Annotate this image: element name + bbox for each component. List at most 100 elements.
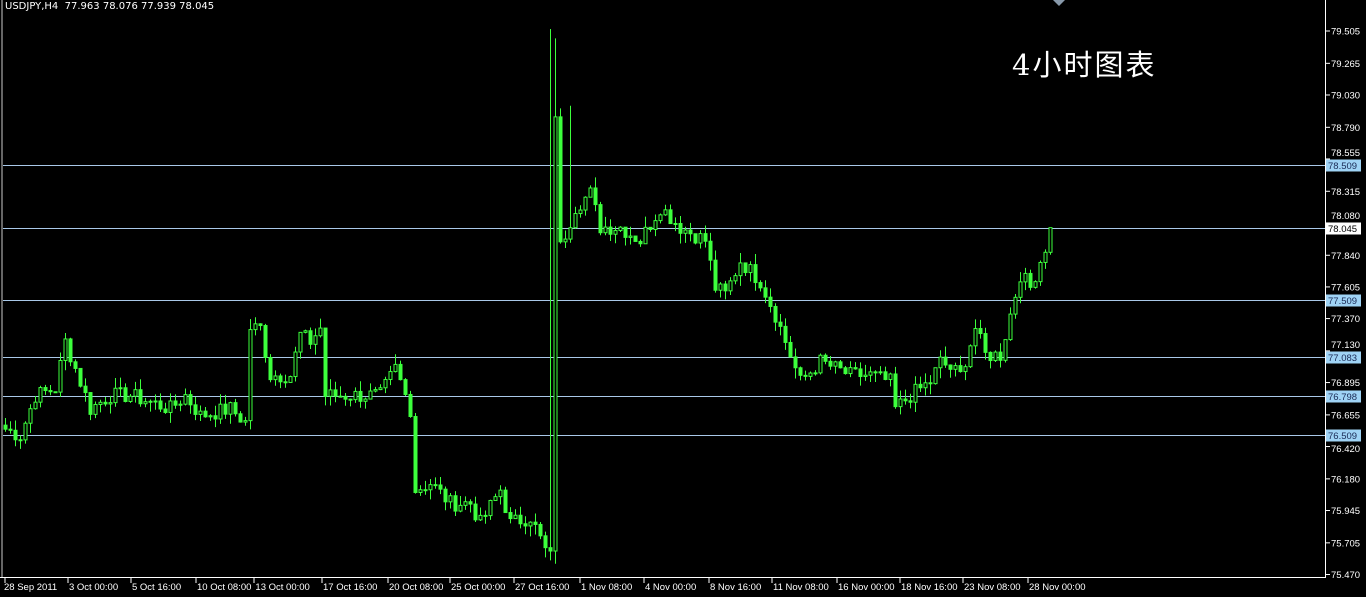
candle-body xyxy=(633,235,638,242)
candle-body xyxy=(738,262,743,277)
candle-body xyxy=(113,387,118,404)
candle-body xyxy=(903,398,908,402)
candle-body xyxy=(938,356,943,369)
candle-body xyxy=(8,428,13,431)
candle-body xyxy=(448,495,453,503)
candle-body xyxy=(908,400,913,403)
candle-body xyxy=(83,385,88,394)
candle-body xyxy=(303,330,308,333)
candle-body xyxy=(248,329,253,422)
x-tick-label: 8 Nov 16:00 xyxy=(710,582,761,593)
candle-body xyxy=(543,535,548,549)
candle-body xyxy=(253,323,258,331)
candle-body xyxy=(438,484,443,490)
candle-body xyxy=(663,209,668,216)
candle-body xyxy=(853,367,858,370)
candle-body xyxy=(63,338,68,362)
candle-body xyxy=(598,204,603,234)
candle-body xyxy=(473,503,478,521)
x-tick-label: 18 Nov 16:00 xyxy=(901,582,958,593)
candle-body xyxy=(458,504,463,512)
candle-body xyxy=(508,512,513,520)
candle-body xyxy=(283,381,288,384)
candle-body xyxy=(43,387,48,392)
candle-body xyxy=(743,262,748,274)
candle-body xyxy=(58,360,63,393)
candle-body xyxy=(378,387,383,391)
candle-body xyxy=(533,521,538,525)
candle-body xyxy=(613,230,618,235)
candle-body xyxy=(463,501,468,506)
candle-body xyxy=(143,401,148,405)
x-tick-label: 5 Oct 16:00 xyxy=(132,582,181,593)
candle-body xyxy=(803,374,808,377)
candle-body xyxy=(623,226,628,238)
x-tick-label: 23 Nov 08:00 xyxy=(964,582,1021,593)
candle-body xyxy=(968,345,973,368)
candle-body xyxy=(528,521,533,527)
candle-body xyxy=(128,395,133,402)
candle-body xyxy=(873,371,878,374)
candle-body xyxy=(898,398,903,408)
candle-body xyxy=(1018,281,1023,298)
y-tick-label: 75.945 xyxy=(1331,506,1360,517)
candle-body xyxy=(758,282,763,289)
candle-body xyxy=(498,489,503,498)
level-label: 77.509 xyxy=(1328,296,1357,307)
candle-body xyxy=(133,389,138,397)
candle-body xyxy=(313,335,318,345)
candle-body xyxy=(333,389,338,397)
candle-body xyxy=(588,187,593,198)
candle-body xyxy=(698,233,703,244)
horizontal-levels xyxy=(3,165,1326,436)
candle-body xyxy=(838,361,843,369)
x-tick-label: 3 Oct 00:00 xyxy=(69,582,118,593)
candle-body xyxy=(158,400,163,410)
x-tick-label: 11 Nov 08:00 xyxy=(773,582,829,593)
scroll-marker-icon[interactable] xyxy=(1053,0,1065,6)
candle-body xyxy=(1043,251,1048,263)
candle-body xyxy=(1038,261,1043,283)
level-label: 77.083 xyxy=(1328,353,1357,364)
candle-body xyxy=(288,376,293,383)
y-tick-label: 78.080 xyxy=(1331,211,1360,222)
candle-body xyxy=(518,514,523,525)
candle-body xyxy=(863,374,868,378)
level-label-bg xyxy=(1326,159,1361,172)
candle-body xyxy=(513,514,518,520)
candle-body xyxy=(848,367,853,375)
candle-body xyxy=(238,413,243,423)
candle-body xyxy=(683,229,688,234)
candle-body xyxy=(808,372,813,377)
candle-body xyxy=(773,305,778,323)
candle-body xyxy=(918,383,923,389)
candle-body xyxy=(493,496,498,501)
candle-body xyxy=(278,375,283,383)
candle-body xyxy=(268,356,273,381)
candle-body xyxy=(923,382,928,389)
candle-body xyxy=(993,351,998,362)
candle-body xyxy=(243,420,248,423)
candle-body xyxy=(13,429,18,441)
candle-body xyxy=(1028,272,1033,288)
y-tick-label: 79.505 xyxy=(1331,27,1360,38)
y-tick-label: 79.030 xyxy=(1331,90,1360,101)
candle-body xyxy=(538,523,543,537)
candle-body xyxy=(868,371,873,376)
candle-body xyxy=(998,351,1003,361)
candle-body xyxy=(763,287,768,298)
candle-body xyxy=(173,400,178,406)
candle-body xyxy=(163,408,168,413)
candle-body xyxy=(428,484,433,491)
candle-body xyxy=(68,338,73,363)
candle-body xyxy=(403,379,408,395)
candle-body xyxy=(753,264,758,284)
candle-body xyxy=(453,495,458,512)
candle-body xyxy=(193,404,198,415)
candle-body xyxy=(138,389,143,405)
candle-body xyxy=(593,187,598,206)
y-tick-label: 78.555 xyxy=(1331,148,1360,159)
candle-body xyxy=(648,226,653,230)
candle-body xyxy=(263,325,268,358)
